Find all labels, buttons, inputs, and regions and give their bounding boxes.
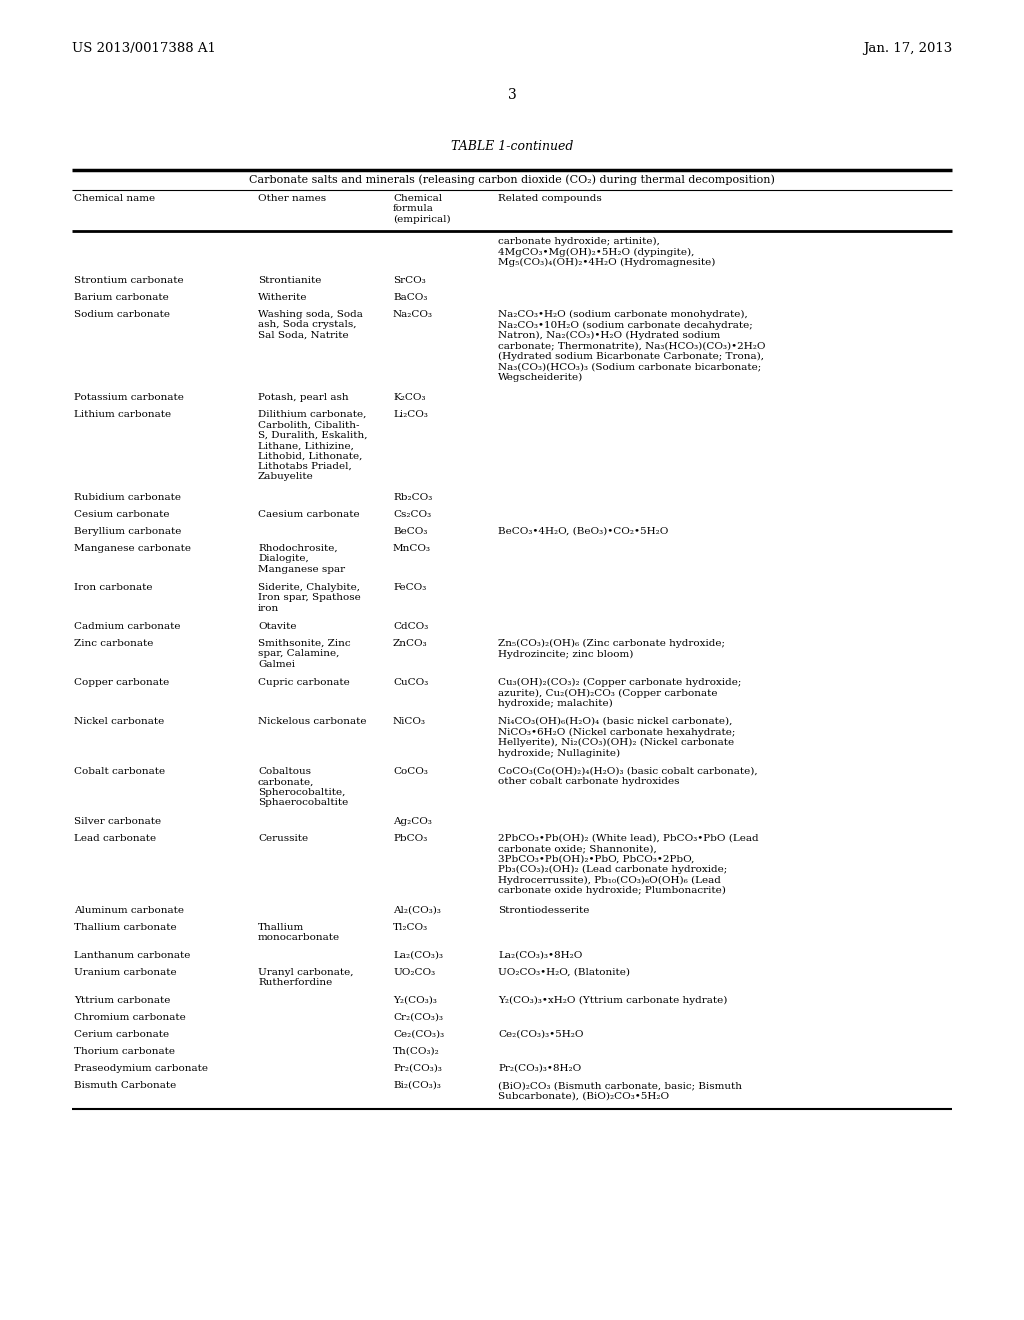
Text: Thallium
monocarbonate: Thallium monocarbonate (258, 923, 340, 942)
Text: Praseodymium carbonate: Praseodymium carbonate (74, 1064, 208, 1073)
Text: Strontianite: Strontianite (258, 276, 322, 285)
Text: BeCO₃: BeCO₃ (393, 527, 427, 536)
Text: Tl₂CO₃: Tl₂CO₃ (393, 923, 428, 932)
Text: Jan. 17, 2013: Jan. 17, 2013 (863, 42, 952, 55)
Text: TABLE 1-continued: TABLE 1-continued (451, 140, 573, 153)
Text: Washing soda, Soda
ash, Soda crystals,
Sal Soda, Natrite: Washing soda, Soda ash, Soda crystals, S… (258, 310, 362, 339)
Text: Cobaltous
carbonate,
Spherocobaltite,
Sphaerocobaltite: Cobaltous carbonate, Spherocobaltite, Sp… (258, 767, 348, 808)
Text: Th(CO₃)₂: Th(CO₃)₂ (393, 1047, 439, 1056)
Text: Strontium carbonate: Strontium carbonate (74, 276, 183, 285)
Text: Cupric carbonate: Cupric carbonate (258, 678, 350, 686)
Text: Chemical name: Chemical name (74, 194, 155, 203)
Text: MnCO₃: MnCO₃ (393, 544, 431, 553)
Text: Chemical
formula
(empirical): Chemical formula (empirical) (393, 194, 451, 224)
Text: Lithium carbonate: Lithium carbonate (74, 411, 171, 418)
Text: SrCO₃: SrCO₃ (393, 276, 426, 285)
Text: Pr₂(CO₃)₃: Pr₂(CO₃)₃ (393, 1064, 442, 1073)
Text: Cr₂(CO₃)₃: Cr₂(CO₃)₃ (393, 1012, 443, 1022)
Text: Uranyl carbonate,
Rutherfordine: Uranyl carbonate, Rutherfordine (258, 968, 353, 987)
Text: Barium carbonate: Barium carbonate (74, 293, 169, 302)
Text: Bismuth Carbonate: Bismuth Carbonate (74, 1081, 176, 1090)
Text: CuCO₃: CuCO₃ (393, 678, 428, 686)
Text: Cu₃(OH)₂(CO₃)₂ (Copper carbonate hydroxide;
azurite), Cu₂(OH)₂CO₃ (Copper carbon: Cu₃(OH)₂(CO₃)₂ (Copper carbonate hydroxi… (498, 678, 741, 709)
Text: Zinc carbonate: Zinc carbonate (74, 639, 154, 648)
Text: CoCO₃: CoCO₃ (393, 767, 428, 776)
Text: Cadmium carbonate: Cadmium carbonate (74, 622, 180, 631)
Text: Manganese carbonate: Manganese carbonate (74, 544, 191, 553)
Text: Ni₄CO₃(OH)₆(H₂O)₄ (basic nickel carbonate),
NiCO₃•6H₂O (Nickel carbonate hexahyd: Ni₄CO₃(OH)₆(H₂O)₄ (basic nickel carbonat… (498, 717, 735, 758)
Text: Aluminum carbonate: Aluminum carbonate (74, 906, 184, 915)
Text: Rhodochrosite,
Dialogite,
Manganese spar: Rhodochrosite, Dialogite, Manganese spar (258, 544, 345, 574)
Text: Zn₅(CO₃)₂(OH)₆ (Zinc carbonate hydroxide;
Hydrozincite; zinc bloom): Zn₅(CO₃)₂(OH)₆ (Zinc carbonate hydroxide… (498, 639, 725, 659)
Text: carbonate hydroxide; artinite),
4MgCO₃•Mg(OH)₂•5H₂O (dypingite),
Mg₅(CO₃)₄(OH)₂•: carbonate hydroxide; artinite), 4MgCO₃•M… (498, 238, 716, 267)
Text: Sodium carbonate: Sodium carbonate (74, 310, 170, 319)
Text: Cobalt carbonate: Cobalt carbonate (74, 767, 165, 776)
Text: UO₂CO₃•H₂O, (Blatonite): UO₂CO₃•H₂O, (Blatonite) (498, 968, 630, 977)
Text: Otavite: Otavite (258, 622, 297, 631)
Text: Dilithium carbonate,
Carbolith, Cibalith-
S, Duralith, Eskalith,
Lithane, Lithiz: Dilithium carbonate, Carbolith, Cibalith… (258, 411, 368, 482)
Text: Y₂(CO₃)₃: Y₂(CO₃)₃ (393, 997, 437, 1005)
Text: Nickelous carbonate: Nickelous carbonate (258, 717, 367, 726)
Text: CdCO₃: CdCO₃ (393, 622, 428, 631)
Text: Beryllium carbonate: Beryllium carbonate (74, 527, 181, 536)
Text: PbCO₃: PbCO₃ (393, 834, 427, 843)
Text: Na₂CO₃: Na₂CO₃ (393, 310, 433, 319)
Text: Related compounds: Related compounds (498, 194, 602, 203)
Text: Iron carbonate: Iron carbonate (74, 583, 153, 591)
Text: Ce₂(CO₃)₃: Ce₂(CO₃)₃ (393, 1030, 444, 1039)
Text: Thallium carbonate: Thallium carbonate (74, 923, 176, 932)
Text: Nickel carbonate: Nickel carbonate (74, 717, 164, 726)
Text: Cerium carbonate: Cerium carbonate (74, 1030, 169, 1039)
Text: Silver carbonate: Silver carbonate (74, 817, 161, 826)
Text: Copper carbonate: Copper carbonate (74, 678, 169, 686)
Text: 2PbCO₃•Pb(OH)₂ (White lead), PbCO₃•PbO (Lead
carbonate oxide; Shannonite),
3PbCO: 2PbCO₃•Pb(OH)₂ (White lead), PbCO₃•PbO (… (498, 834, 759, 895)
Text: Cs₂CO₃: Cs₂CO₃ (393, 510, 431, 519)
Text: Uranium carbonate: Uranium carbonate (74, 968, 176, 977)
Text: US 2013/0017388 A1: US 2013/0017388 A1 (72, 42, 216, 55)
Text: Smithsonite, Zinc
spar, Calamine,
Galmei: Smithsonite, Zinc spar, Calamine, Galmei (258, 639, 350, 669)
Text: Cerussite: Cerussite (258, 834, 308, 843)
Text: Strontiodesserite: Strontiodesserite (498, 906, 590, 915)
Text: Thorium carbonate: Thorium carbonate (74, 1047, 175, 1056)
Text: Lead carbonate: Lead carbonate (74, 834, 156, 843)
Text: Pr₂(CO₃)₃•8H₂O: Pr₂(CO₃)₃•8H₂O (498, 1064, 582, 1073)
Text: La₂(CO₃)₃•8H₂O: La₂(CO₃)₃•8H₂O (498, 950, 583, 960)
Text: Al₂(CO₃)₃: Al₂(CO₃)₃ (393, 906, 441, 915)
Text: FeCO₃: FeCO₃ (393, 583, 426, 591)
Text: Potassium carbonate: Potassium carbonate (74, 393, 184, 403)
Text: Other names: Other names (258, 194, 326, 203)
Text: Caesium carbonate: Caesium carbonate (258, 510, 359, 519)
Text: Rb₂CO₃: Rb₂CO₃ (393, 492, 432, 502)
Text: BeCO₃•4H₂O, (BeO₃)•CO₂•5H₂O: BeCO₃•4H₂O, (BeO₃)•CO₂•5H₂O (498, 527, 669, 536)
Text: Li₂CO₃: Li₂CO₃ (393, 411, 428, 418)
Text: Lanthanum carbonate: Lanthanum carbonate (74, 950, 190, 960)
Text: Siderite, Chalybite,
Iron spar, Spathose
iron: Siderite, Chalybite, Iron spar, Spathose… (258, 583, 360, 612)
Text: Bi₂(CO₃)₃: Bi₂(CO₃)₃ (393, 1081, 441, 1090)
Text: La₂(CO₃)₃: La₂(CO₃)₃ (393, 950, 443, 960)
Text: Yttrium carbonate: Yttrium carbonate (74, 997, 170, 1005)
Text: 3: 3 (508, 88, 516, 102)
Text: BaCO₃: BaCO₃ (393, 293, 427, 302)
Text: Chromium carbonate: Chromium carbonate (74, 1012, 185, 1022)
Text: Ce₂(CO₃)₃•5H₂O: Ce₂(CO₃)₃•5H₂O (498, 1030, 584, 1039)
Text: Potash, pearl ash: Potash, pearl ash (258, 393, 348, 403)
Text: NiCO₃: NiCO₃ (393, 717, 426, 726)
Text: Witherite: Witherite (258, 293, 307, 302)
Text: Y₂(CO₃)₃•xH₂O (Yttrium carbonate hydrate): Y₂(CO₃)₃•xH₂O (Yttrium carbonate hydrate… (498, 997, 727, 1005)
Text: UO₂CO₃: UO₂CO₃ (393, 968, 435, 977)
Text: Ag₂CO₃: Ag₂CO₃ (393, 817, 432, 826)
Text: Rubidium carbonate: Rubidium carbonate (74, 492, 181, 502)
Text: CoCO₃(Co(OH)₂)₄(H₂O)₃ (basic cobalt carbonate),
other cobalt carbonate hydroxide: CoCO₃(Co(OH)₂)₄(H₂O)₃ (basic cobalt carb… (498, 767, 758, 787)
Text: (BiO)₂CO₃ (Bismuth carbonate, basic; Bismuth
Subcarbonate), (BiO)₂CO₃•5H₂O: (BiO)₂CO₃ (Bismuth carbonate, basic; Bis… (498, 1081, 742, 1101)
Text: Carbonate salts and minerals (releasing carbon dioxide (CO₂) during thermal deco: Carbonate salts and minerals (releasing … (249, 174, 775, 185)
Text: Cesium carbonate: Cesium carbonate (74, 510, 170, 519)
Text: ZnCO₃: ZnCO₃ (393, 639, 428, 648)
Text: Na₂CO₃•H₂O (sodium carbonate monohydrate),
Na₂CO₃•10H₂O (sodium carbonate decahy: Na₂CO₃•H₂O (sodium carbonate monohydrate… (498, 310, 766, 381)
Text: K₂CO₃: K₂CO₃ (393, 393, 426, 403)
